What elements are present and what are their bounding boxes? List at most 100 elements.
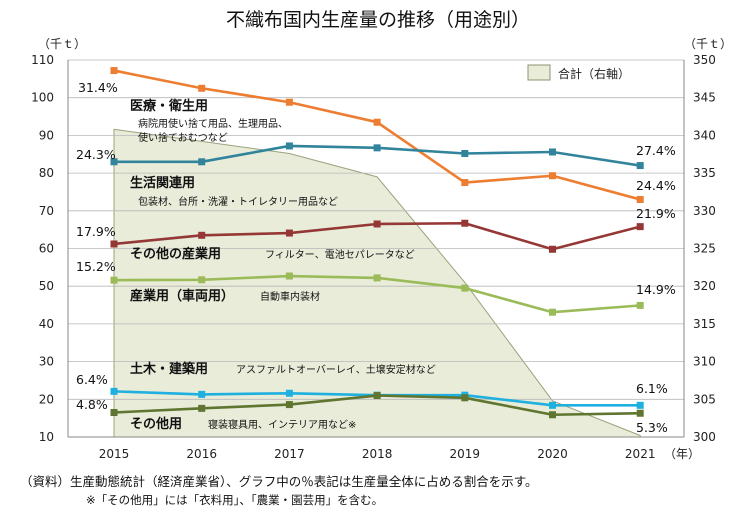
right-tick-label: 340 xyxy=(693,128,716,142)
data-point xyxy=(636,195,644,203)
end-share-label-2: 21.9% xyxy=(636,206,676,221)
legend: 合計（右軸） xyxy=(527,64,630,81)
left-tick-label: 60 xyxy=(39,242,54,256)
data-point xyxy=(549,411,556,419)
x-tick-label: 2019 xyxy=(450,447,481,461)
left-axis-unit: （千ｔ） xyxy=(38,37,86,51)
gridlines xyxy=(68,59,684,400)
data-point xyxy=(373,220,381,228)
left-tick-label: 110 xyxy=(31,53,54,67)
data-point xyxy=(549,401,556,409)
data-point xyxy=(285,401,293,409)
data-point xyxy=(636,409,644,417)
start-share-label-0: 31.4% xyxy=(78,80,118,95)
series-label-1: 生活関連用 xyxy=(130,175,195,191)
series-sublabel-3: 自動車内装材 xyxy=(260,290,320,303)
data-point xyxy=(285,272,293,280)
data-point xyxy=(373,144,381,152)
data-point xyxy=(198,158,206,166)
right-tick-label: 335 xyxy=(693,166,716,180)
footnote: ※「その他用」には「衣料用」、「農業・園芸用」を含む。 xyxy=(86,493,384,507)
data-point xyxy=(636,401,644,409)
series-sublabel-2: フィルター、電池セパレータなど xyxy=(265,248,415,261)
end-share-label-1: 27.4% xyxy=(636,143,676,158)
series-sublabel-1: 包装材、台所・洗濯・トイレタリー用品など xyxy=(138,195,338,208)
data-point xyxy=(549,245,556,253)
axes: 10 20 30 40 50 60 70 80 90 100 110 300 305 310 315 320 3… xyxy=(31,53,716,461)
right-tick-label: 310 xyxy=(693,355,716,369)
end-share-label-4: 6.1% xyxy=(636,381,668,396)
right-tick-label: 315 xyxy=(693,317,716,331)
data-point xyxy=(636,301,644,309)
start-share-label-2: 17.9% xyxy=(76,224,116,239)
series-label-2: その他の産業用 xyxy=(130,246,221,262)
data-point xyxy=(636,223,644,231)
data-point xyxy=(110,387,118,395)
legend-label-total: 合計（右軸） xyxy=(558,66,630,81)
series-label-4: 土木・建築用 xyxy=(130,361,208,377)
data-point xyxy=(285,98,293,106)
x-tick-label: 2020 xyxy=(537,447,568,461)
start-share-label-4: 6.4% xyxy=(76,372,108,387)
data-point xyxy=(198,84,206,92)
x-tick-label: 2021 xyxy=(625,447,656,461)
data-point xyxy=(285,142,293,150)
right-axis-unit: （千ｔ） xyxy=(684,37,732,51)
left-tick-label: 10 xyxy=(39,430,54,444)
left-tick-label: 30 xyxy=(39,355,54,369)
data-point xyxy=(198,276,206,284)
right-tick-label: 345 xyxy=(693,91,716,105)
data-point xyxy=(549,148,556,156)
data-point xyxy=(110,240,118,248)
source-note: （資料）生産動態統計（経済産業省）、グラフ中の％表記は生産量全体に占める割合を示… xyxy=(20,474,538,489)
data-point xyxy=(285,229,293,237)
series-label-5: その他用 xyxy=(130,416,182,432)
left-tick-label: 40 xyxy=(39,317,54,331)
data-point xyxy=(198,231,206,239)
data-point xyxy=(461,394,469,402)
start-share-label-3: 15.2% xyxy=(76,259,116,274)
end-share-label-5: 5.3% xyxy=(636,420,668,435)
right-tick-label: 330 xyxy=(693,204,716,218)
right-tick-label: 350 xyxy=(693,53,716,67)
x-tick-label: 2017 xyxy=(274,447,305,461)
start-share-label-5: 4.8% xyxy=(76,397,108,412)
series-sublabel-4: アスファルトオーバーレイ、土壌安定材など xyxy=(236,363,436,376)
left-tick-label: 20 xyxy=(39,392,54,406)
x-axis-unit: （年） xyxy=(664,447,700,461)
right-tick-label: 300 xyxy=(693,430,716,444)
left-tick-label: 100 xyxy=(31,91,54,105)
chart-title: 不織布国内生産量の推移（用途別） xyxy=(226,9,530,31)
series-sublabel-5: 寝装寝具用、インテリア用など※ xyxy=(208,418,356,431)
series-lines xyxy=(110,67,644,419)
end-share-label-0: 24.4% xyxy=(636,178,676,193)
series-label-0: 医療・衛生用 xyxy=(130,98,208,114)
data-point xyxy=(636,162,644,170)
data-point xyxy=(461,149,469,157)
x-tick-label: 2016 xyxy=(186,447,217,461)
data-point xyxy=(110,158,118,166)
data-point xyxy=(549,172,556,180)
data-point xyxy=(461,219,469,227)
legend-swatch-total xyxy=(527,64,551,81)
data-point xyxy=(373,274,381,282)
start-share-label-1: 24.3% xyxy=(76,147,116,162)
x-tick-label: 2018 xyxy=(362,447,393,461)
data-point xyxy=(110,408,118,416)
data-point xyxy=(110,67,118,75)
right-tick-label: 305 xyxy=(693,392,716,406)
end-share-label-3: 14.9% xyxy=(636,282,676,297)
data-point xyxy=(549,308,556,316)
data-point xyxy=(373,118,381,126)
right-tick-label: 325 xyxy=(693,242,716,256)
x-tick-label: 2015 xyxy=(99,447,130,461)
left-tick-label: 50 xyxy=(39,279,54,293)
data-point xyxy=(373,392,381,400)
left-tick-label: 90 xyxy=(39,128,54,142)
data-point xyxy=(461,179,469,187)
data-point xyxy=(461,284,469,292)
right-tick-label: 320 xyxy=(693,279,716,293)
series-sublabel-0: 病院用使い捨て用品、生理用品、 xyxy=(138,117,288,130)
